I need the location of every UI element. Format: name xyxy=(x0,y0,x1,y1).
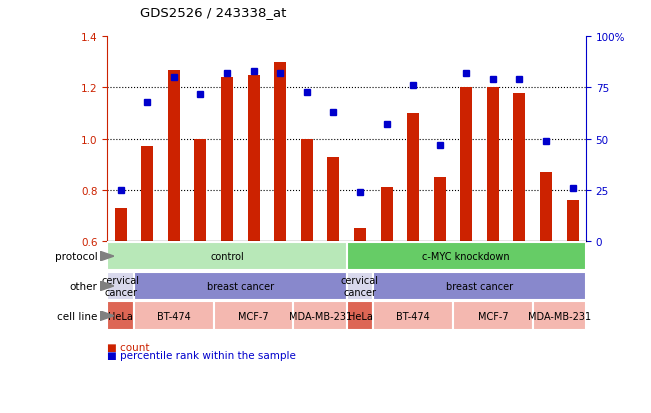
Text: MCF-7: MCF-7 xyxy=(238,311,269,321)
Bar xyxy=(107,242,346,271)
Text: HeLa: HeLa xyxy=(108,311,133,321)
Bar xyxy=(453,301,533,330)
Bar xyxy=(434,178,446,242)
Bar xyxy=(115,209,127,242)
Bar xyxy=(195,140,206,242)
Bar xyxy=(221,78,233,242)
Text: cervical
cancer: cervical cancer xyxy=(102,275,140,297)
Text: BT-474: BT-474 xyxy=(157,311,191,321)
Text: ■ count: ■ count xyxy=(107,342,150,352)
Text: MCF-7: MCF-7 xyxy=(478,311,508,321)
Bar xyxy=(346,272,373,301)
Text: breast cancer: breast cancer xyxy=(446,281,513,291)
Text: GDS2526 / 243338_at: GDS2526 / 243338_at xyxy=(140,6,286,19)
Text: cervical
cancer: cervical cancer xyxy=(341,275,379,297)
Text: HeLa: HeLa xyxy=(348,311,372,321)
Bar xyxy=(373,301,453,330)
Bar xyxy=(168,70,180,242)
Text: other: other xyxy=(70,281,98,291)
Text: MDA-MB-231: MDA-MB-231 xyxy=(288,311,352,321)
Bar xyxy=(141,147,153,242)
Bar xyxy=(533,301,586,330)
Bar xyxy=(107,272,134,301)
Bar xyxy=(294,301,346,330)
Bar xyxy=(301,140,312,242)
Bar xyxy=(381,188,393,242)
Text: control: control xyxy=(210,252,244,261)
Bar xyxy=(134,301,214,330)
Polygon shape xyxy=(100,311,114,321)
Bar xyxy=(346,301,373,330)
Bar xyxy=(274,63,286,242)
Bar xyxy=(373,272,586,301)
Text: breast cancer: breast cancer xyxy=(207,281,274,291)
Bar xyxy=(540,173,552,242)
Polygon shape xyxy=(100,252,114,261)
Bar xyxy=(327,157,339,242)
Bar xyxy=(247,76,260,242)
Text: BT-474: BT-474 xyxy=(396,311,430,321)
Text: MDA-MB-231: MDA-MB-231 xyxy=(528,311,591,321)
Text: c-MYC knockdown: c-MYC knockdown xyxy=(422,252,510,261)
Text: protocol: protocol xyxy=(55,252,98,261)
Text: cell line: cell line xyxy=(57,311,98,321)
Text: ■ percentile rank within the sample: ■ percentile rank within the sample xyxy=(107,351,296,361)
Bar xyxy=(214,301,294,330)
Bar xyxy=(134,272,346,301)
Bar xyxy=(354,229,366,242)
Bar xyxy=(487,88,499,242)
Polygon shape xyxy=(100,281,114,291)
Bar xyxy=(566,201,579,242)
Bar xyxy=(460,88,472,242)
Bar xyxy=(107,301,134,330)
Bar xyxy=(514,93,525,242)
Bar xyxy=(346,242,586,271)
Bar xyxy=(407,114,419,242)
